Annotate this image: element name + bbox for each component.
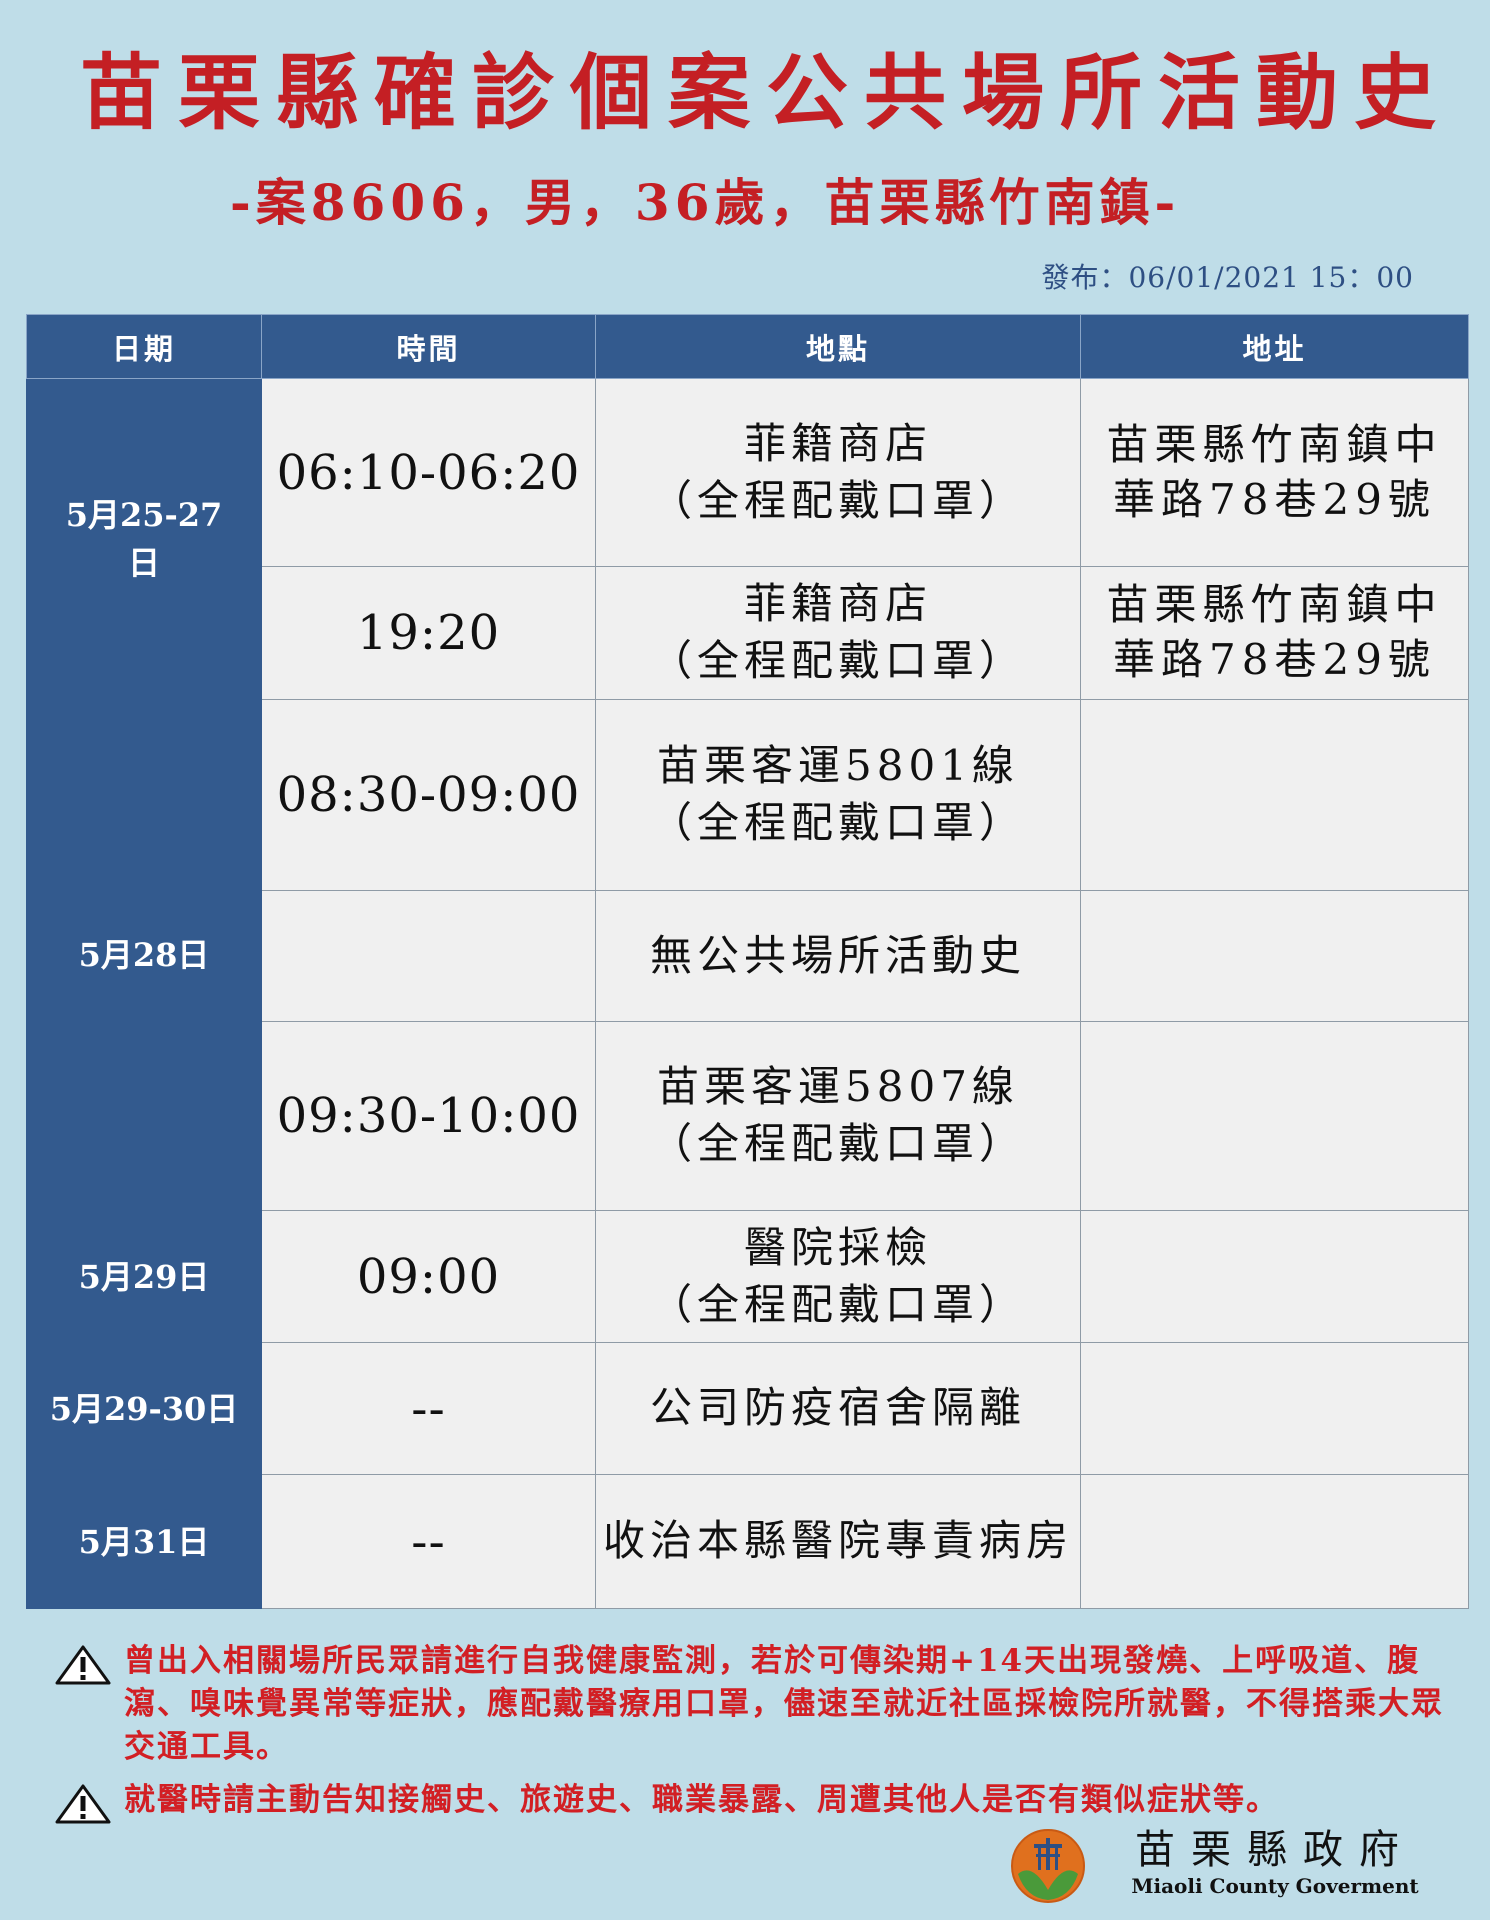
table-row: 09:30-10:00 苗栗客運5807線 （全程配戴口罩）	[27, 1021, 1469, 1211]
place-cell: 無公共場所活動史	[595, 890, 1081, 1022]
place-note: （全程配戴口罩）	[649, 636, 1026, 685]
publish-time: 發布：06/01/2021 15：00	[1041, 261, 1414, 294]
column-header-address: 地址	[1080, 314, 1469, 379]
case-subtitle: -案8606，男，36歲，苗栗縣竹南鎮-	[230, 173, 1181, 232]
place-cell: 苗栗客運5801線 （全程配戴口罩）	[595, 699, 1081, 891]
note-item: 曾出入相關場所民眾請進行自我健康監測，若於可傳染期+14天出現發燒、上呼吸道、腹…	[52, 1640, 1452, 1769]
place-name: 苗栗客運5801線	[657, 741, 1019, 791]
time-cell: 06:10-06:20	[261, 378, 596, 567]
miaoli-county-logo	[1011, 1829, 1085, 1903]
government-name-zh: 苗栗縣政府	[1135, 1827, 1415, 1873]
place-name: 菲籍商店	[743, 418, 932, 468]
activity-table: 日期 時間 地點 地址 5月25-27 日 06:10-06:20 菲籍商店 （…	[26, 314, 1469, 1609]
table-header-row: 日期 時間 地點 地址	[26, 314, 1469, 379]
date-line: 5月25-27	[65, 496, 223, 534]
column-header-date: 日期	[26, 314, 262, 379]
column-header-place: 地點	[595, 314, 1081, 379]
notes-section: 曾出入相關場所民眾請進行自我健康監測，若於可傳染期+14天出現發燒、上呼吸道、腹…	[52, 1640, 1452, 1832]
place-cell: 苗栗客運5807線 （全程配戴口罩）	[595, 1021, 1081, 1211]
date-cell: 5月25-27 日	[26, 378, 262, 700]
address-line: 苗栗縣竹南鎮中	[1106, 419, 1443, 469]
address-cell	[1080, 1474, 1469, 1609]
place-name: 公司防疫宿舍隔離	[649, 1383, 1026, 1433]
table-row: 5月29日 09:00 醫院採檢 （全程配戴口罩）	[26, 1210, 1469, 1343]
place-cell: 菲籍商店 （全程配戴口罩）	[595, 378, 1081, 567]
address-cell: 苗栗縣竹南鎮中 華路78巷29號	[1080, 566, 1469, 700]
place-cell: 菲籍商店 （全程配戴口罩）	[595, 566, 1081, 700]
note-text: 曾出入相關場所民眾請進行自我健康監測，若於可傳染期+14天出現發燒、上呼吸道、腹…	[124, 1643, 1444, 1765]
address-line: 華路78巷29號	[1113, 635, 1436, 684]
place-cell: 公司防疫宿舍隔離	[595, 1342, 1081, 1475]
place-note: （全程配戴口罩）	[649, 1119, 1026, 1168]
warning-icon	[55, 1784, 111, 1824]
address-cell	[1080, 1342, 1469, 1475]
time-cell: --	[261, 1342, 596, 1475]
time-cell: 09:30-10:00	[261, 1021, 596, 1211]
table-row: 19:20 菲籍商店 （全程配戴口罩） 苗栗縣竹南鎮中 華路78巷29號	[27, 566, 1469, 700]
table-row: 5月31日 -- 收治本縣醫院專責病房	[26, 1474, 1469, 1609]
date-cell: 5月28日	[26, 699, 262, 1211]
address-line: 苗栗縣竹南鎮中	[1106, 580, 1443, 630]
place-note: （全程配戴口罩）	[649, 475, 1026, 525]
page-title: 苗栗縣確診個案公共場所活動史	[80, 45, 1453, 141]
time-cell: 09:00	[261, 1210, 596, 1343]
time-cell: --	[261, 1474, 596, 1609]
government-name: 苗栗縣政府 Miaoli County Goverment	[1130, 1828, 1420, 1898]
table-row: 5月25-27 日 06:10-06:20 菲籍商店 （全程配戴口罩） 苗栗縣竹…	[26, 378, 1469, 700]
address-cell	[1080, 699, 1469, 891]
date-cell: 5月29-30日	[26, 1342, 262, 1475]
address-cell	[1080, 1021, 1469, 1211]
place-name: 菲籍商店	[743, 579, 932, 629]
address-cell: 苗栗縣竹南鎮中 華路78巷29號	[1080, 378, 1469, 567]
address-cell	[1080, 890, 1469, 1022]
date-line: 日	[127, 544, 160, 582]
place-note: （全程配戴口罩）	[649, 1279, 1026, 1329]
column-header-time: 時間	[261, 314, 596, 379]
date-cell: 5月29日	[26, 1210, 262, 1343]
time-cell: 19:20	[261, 566, 596, 700]
place-name: 無公共場所活動史	[649, 930, 1026, 980]
government-name-en: Miaoli County Goverment	[1131, 1874, 1419, 1898]
place-name: 醫院採檢	[743, 1222, 932, 1272]
address-line: 華路78巷29號	[1113, 474, 1436, 524]
time-cell: 08:30-09:00	[261, 699, 596, 891]
place-name: 苗栗客運5807線	[657, 1062, 1019, 1112]
note-item: 就醫時請主動告知接觸史、旅遊史、職業暴露、周遭其他人是否有類似症狀等。	[52, 1779, 1452, 1824]
address-cell	[1080, 1210, 1469, 1343]
place-cell: 醫院採檢 （全程配戴口罩）	[595, 1210, 1081, 1343]
table-row: 5月28日 08:30-09:00 苗栗客運5801線 （全程配戴口罩）	[26, 699, 1469, 1211]
place-cell: 收治本縣醫院專責病房	[595, 1474, 1081, 1609]
place-name: 收治本縣醫院專責病房	[602, 1516, 1073, 1566]
table-row: 無公共場所活動史	[27, 890, 1469, 1022]
note-text: 就醫時請主動告知接觸史、旅遊史、職業暴露、周遭其他人是否有類似症狀等。	[124, 1782, 1279, 1818]
place-note: （全程配戴口罩）	[649, 798, 1026, 847]
warning-icon	[55, 1645, 111, 1685]
date-cell: 5月31日	[26, 1474, 262, 1609]
table-row: 5月29-30日 -- 公司防疫宿舍隔離	[26, 1342, 1469, 1475]
time-cell	[261, 890, 596, 1022]
